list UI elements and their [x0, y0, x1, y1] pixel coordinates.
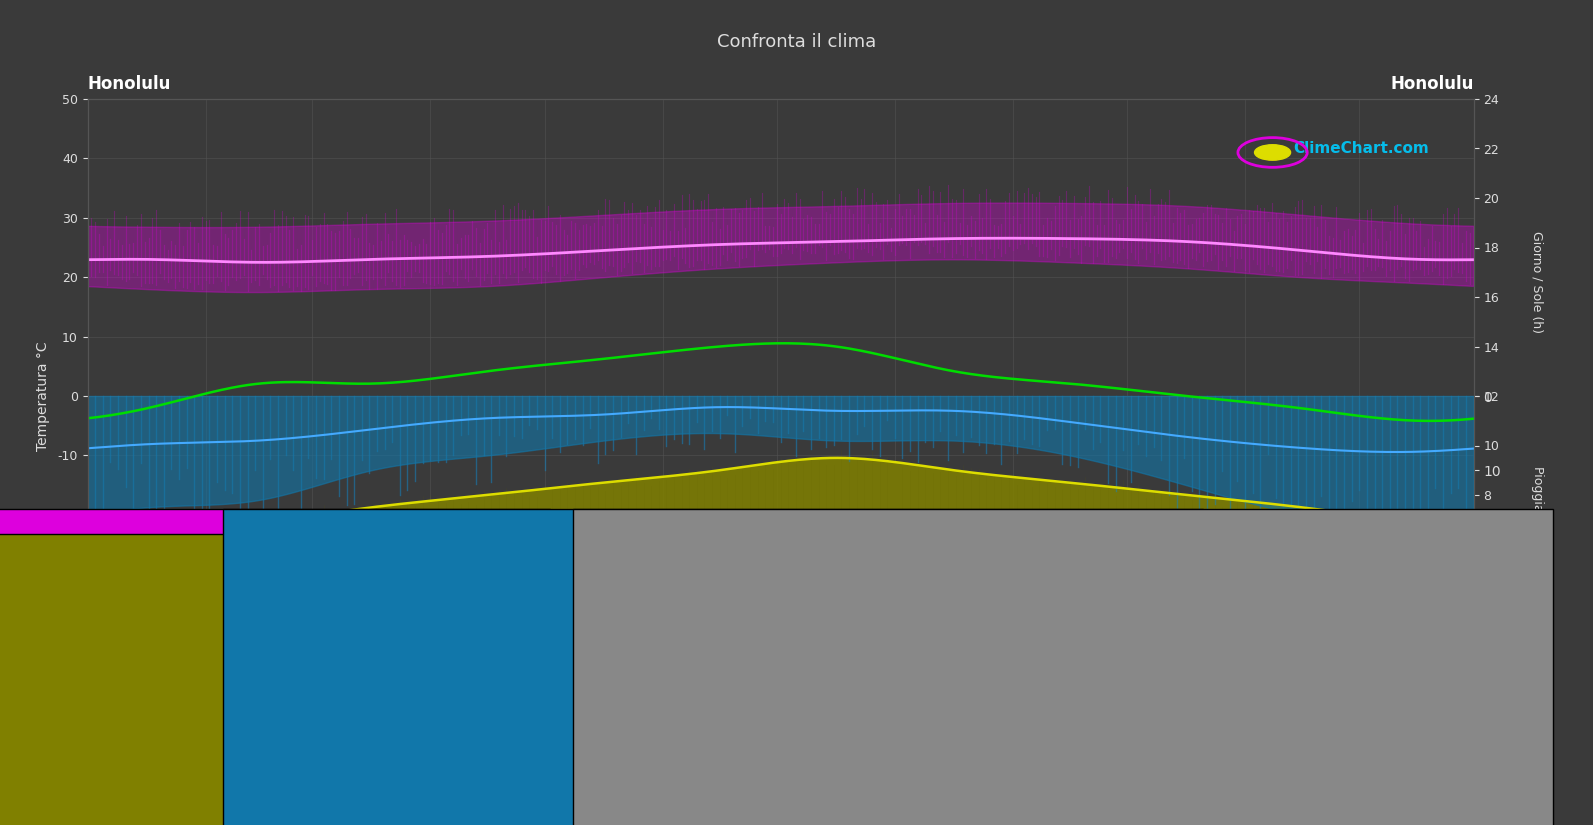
Text: Ago: Ago	[941, 714, 965, 727]
Text: Mag: Mag	[591, 714, 616, 727]
Text: Intervallo min / max per giorno: Intervallo min / max per giorno	[76, 757, 261, 770]
Text: Media mensile: Media mensile	[730, 781, 816, 794]
Text: Luce del giorno per giorno: Luce del giorno per giorno	[427, 757, 581, 770]
Text: Giorno / Sole (h): Giorno / Sole (h)	[398, 734, 513, 747]
Text: Media mensile: Media mensile	[1080, 781, 1166, 794]
Text: ClimeChart.com: ClimeChart.com	[129, 630, 264, 645]
Text: ClimeChart.com: ClimeChart.com	[1294, 140, 1429, 156]
Text: Ott: Ott	[1176, 714, 1196, 727]
Text: Giu: Giu	[709, 714, 730, 727]
Text: Temperatura °C: Temperatura °C	[48, 734, 158, 747]
Circle shape	[94, 647, 131, 662]
Text: Feb: Feb	[249, 714, 269, 727]
Text: Pioggia / Neve (mm): Pioggia / Neve (mm)	[1531, 466, 1544, 594]
Text: Pioggia (mm): Pioggia (mm)	[701, 734, 795, 747]
Text: Apr: Apr	[476, 714, 499, 727]
Text: Media mensile: Media mensile	[76, 781, 162, 794]
Text: Honolulu: Honolulu	[1391, 75, 1474, 93]
Text: Lug: Lug	[825, 714, 847, 727]
Text: Neve (mm): Neve (mm)	[1051, 734, 1129, 747]
Text: Sole per giorno: Sole per giorno	[427, 781, 516, 794]
Circle shape	[1255, 144, 1290, 160]
Text: © ClimeChart.com: © ClimeChart.com	[1440, 807, 1545, 817]
Text: Giorno / Sole (h): Giorno / Sole (h)	[1531, 231, 1544, 333]
Text: Nov: Nov	[1290, 714, 1314, 727]
Y-axis label: Temperatura °C: Temperatura °C	[37, 342, 51, 450]
Text: Pioggia per giorno: Pioggia per giorno	[730, 757, 836, 770]
Text: Honolulu: Honolulu	[88, 75, 170, 93]
Text: Confronta il clima: Confronta il clima	[717, 33, 876, 51]
Text: Dic: Dic	[1408, 714, 1429, 727]
Text: Gen: Gen	[134, 714, 159, 727]
Text: Neve per giorno: Neve per giorno	[1080, 757, 1176, 770]
Text: Set: Set	[1059, 714, 1080, 727]
Text: Media mensile del sole: Media mensile del sole	[427, 806, 562, 819]
Text: Mar: Mar	[360, 714, 382, 727]
